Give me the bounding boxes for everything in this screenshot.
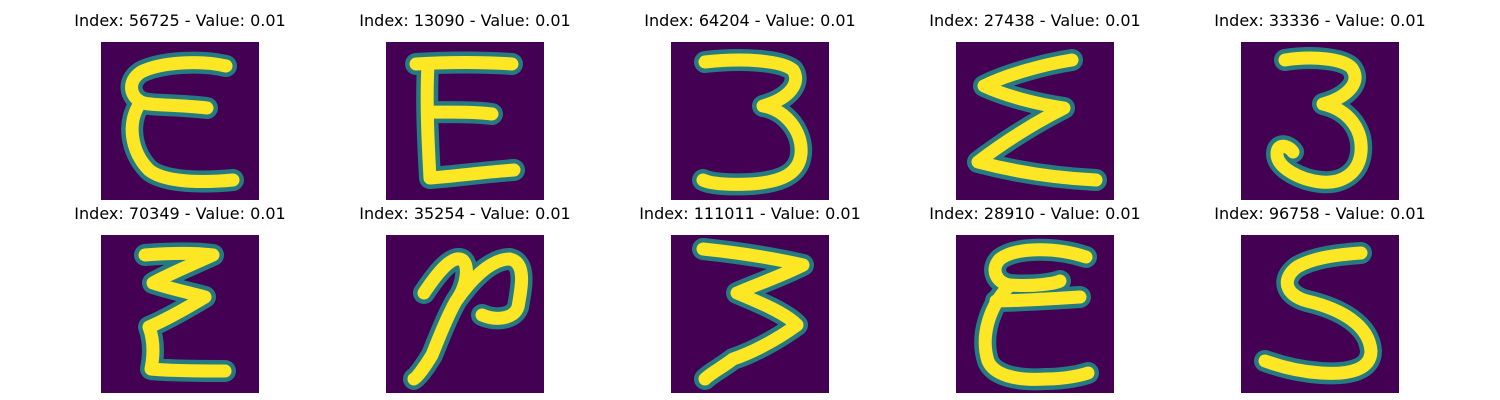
panel-title: Index: 70349 - Value: 0.01	[74, 204, 286, 223]
panel-title: Index: 27438 - Value: 0.01	[929, 11, 1141, 30]
digit-image-svg	[101, 235, 259, 393]
digit-image	[386, 235, 544, 393]
panel-title: Index: 64204 - Value: 0.01	[644, 11, 856, 30]
digit-image-svg	[1241, 42, 1399, 200]
digit-image	[101, 42, 259, 200]
panel-title: Index: 96758 - Value: 0.01	[1214, 204, 1426, 223]
digit-stroke	[978, 243, 1095, 386]
panel-title: Index: 28910 - Value: 0.01	[929, 204, 1141, 223]
digit-image-svg	[671, 42, 829, 200]
digit-stroke	[138, 247, 232, 378]
digit-image-svg	[671, 235, 829, 393]
digit-stroke	[1270, 51, 1368, 189]
digit-image	[386, 42, 544, 200]
digit-image-svg	[386, 42, 544, 200]
digit-image	[956, 42, 1114, 200]
digit-image	[671, 235, 829, 393]
digit-stroke	[409, 56, 521, 185]
digit-image	[1241, 42, 1399, 200]
digit-image-svg	[1241, 235, 1399, 393]
digit-image-svg	[956, 235, 1114, 393]
digit-image	[671, 42, 829, 200]
panel-title: Index: 13090 - Value: 0.01	[359, 11, 571, 30]
digit-stroke	[407, 252, 528, 386]
digit-image	[956, 235, 1114, 393]
panel-title: Index: 111011 - Value: 0.01	[639, 204, 861, 223]
digit-stroke	[971, 53, 1103, 187]
panel-title: Index: 33336 - Value: 0.01	[1214, 11, 1426, 30]
digit-image	[101, 235, 259, 393]
digit-stroke	[1258, 246, 1378, 380]
digit-image	[1241, 235, 1399, 393]
panel-title: Index: 56725 - Value: 0.01	[74, 11, 286, 30]
digit-stroke	[696, 242, 810, 386]
digit-stroke	[125, 56, 240, 188]
digit-image-svg	[101, 42, 259, 200]
digit-image-svg	[386, 235, 544, 393]
digit-stroke	[696, 53, 808, 191]
panel-title: Index: 35254 - Value: 0.01	[359, 204, 571, 223]
digit-image-svg	[956, 42, 1114, 200]
